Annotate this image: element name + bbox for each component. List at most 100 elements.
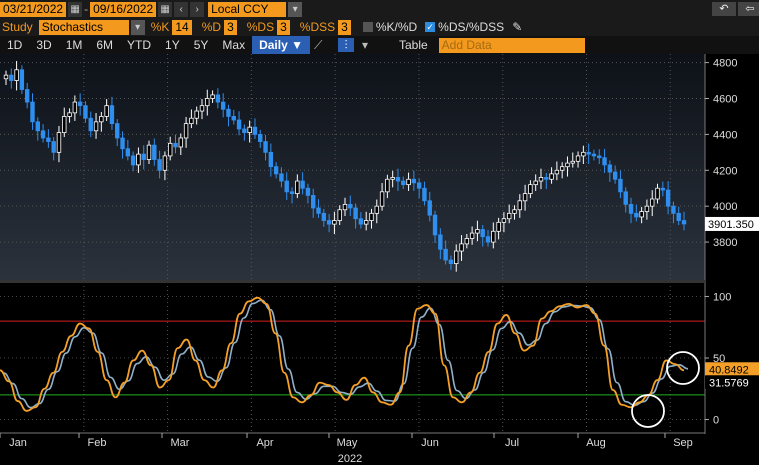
candle-body (268, 151, 274, 168)
candle-body (507, 212, 512, 220)
stoch-tick-label: 100 (713, 291, 731, 303)
candle-body (284, 180, 289, 193)
candle-body (660, 187, 666, 191)
candle-body (173, 142, 178, 148)
candle-body (104, 105, 109, 117)
frequency-select[interactable]: Daily ▼ (252, 36, 310, 54)
candle-body (353, 207, 358, 220)
candle-body (130, 155, 136, 166)
price-tick-label: 4000 (713, 201, 737, 213)
candle-body (77, 101, 83, 107)
candle-body (655, 187, 660, 200)
period-tab-1d[interactable]: 1D (7, 38, 23, 52)
candle-body (559, 166, 565, 171)
candle-body (35, 121, 40, 132)
table-button[interactable]: Table (398, 38, 428, 52)
candle-body (30, 101, 35, 123)
chart-type-dropdown-icon[interactable]: ▾ (361, 38, 369, 52)
start-calendar-icon[interactable]: ▦ (68, 1, 83, 17)
kd-toggle-label: %K/%D (375, 20, 418, 34)
ds-last-label: 40.8492 (709, 364, 749, 376)
candle-body (194, 110, 199, 119)
period-tab-ytd[interactable]: YTD (127, 38, 152, 52)
candle-body (258, 133, 263, 142)
month-label: Apr (256, 437, 273, 449)
line-chart-icon[interactable]: ⟋ (313, 38, 323, 52)
panel-divider[interactable] (0, 280, 705, 283)
candle-body (411, 178, 417, 184)
period-tab-1y[interactable]: 1Y (165, 38, 180, 52)
currency-dropdown-icon[interactable]: ▾ (288, 1, 303, 17)
candle-body (289, 191, 295, 195)
stoch-tick-label: 50 (713, 353, 725, 365)
currency-select[interactable]: Local CCY (208, 1, 287, 17)
price-tick-label: 4600 (713, 93, 737, 105)
dsdss-checkbox[interactable]: ✓ (425, 22, 436, 32)
candle-body (480, 229, 485, 238)
period-tab-5y[interactable]: 5Y (193, 38, 209, 52)
candle-body (178, 137, 183, 148)
kd-checkbox[interactable] (362, 22, 373, 32)
edit-pencil-icon[interactable]: ✎ (512, 20, 523, 34)
candle-body (665, 189, 671, 207)
candle-body (671, 205, 676, 214)
candle-body (390, 177, 395, 180)
month-label: Mar (171, 437, 190, 449)
candle-body (591, 153, 597, 157)
prev-arrow-icon[interactable]: ‹ (174, 1, 189, 17)
candle-body (9, 74, 14, 81)
period-tab-6m[interactable]: 6M (96, 38, 114, 52)
candle-body (236, 119, 242, 130)
end-date-field[interactable]: 09/16/2022 (90, 1, 157, 17)
candle-body (3, 74, 9, 80)
undo-icon[interactable]: ↶ (712, 2, 736, 16)
candle-body (374, 205, 379, 214)
study-dropdown-icon[interactable]: ▾ (130, 19, 145, 35)
next-arrow-icon[interactable]: › (190, 1, 205, 17)
price-candles (3, 60, 687, 272)
candle-chart-icon[interactable]: ⫶ (337, 38, 354, 52)
ds-input[interactable]: 3 (277, 19, 290, 35)
time-axis: Jan Feb Mar Apr May Jun Jul Aug Sep 2022 (0, 432, 705, 465)
study-select[interactable]: Stochastics (38, 19, 129, 35)
candle-body (305, 187, 311, 196)
candle-body (443, 248, 448, 261)
k-input[interactable]: 14 (172, 19, 192, 35)
month-label: Aug (586, 437, 606, 449)
candle-body (72, 101, 78, 114)
candle-body (205, 98, 210, 107)
dss-input[interactable]: 3 (338, 19, 351, 35)
candle-body (554, 169, 560, 175)
date-separator: - (84, 2, 89, 16)
candle-body (538, 177, 544, 182)
annotation-circle-high (666, 351, 700, 385)
price-tick-label: 4800 (713, 58, 737, 70)
start-date-field[interactable]: 03/21/2022 (0, 1, 67, 17)
candle-body (475, 229, 480, 234)
month-label: Sep (673, 437, 693, 449)
candle-body (607, 164, 613, 173)
d-label: %D (201, 20, 222, 34)
back-icon[interactable]: ⇦ (738, 2, 759, 16)
period-tab-3d[interactable]: 3D (36, 38, 52, 52)
candle-body (93, 121, 99, 132)
candle-body (485, 236, 491, 243)
candle-body (183, 123, 189, 139)
candle-body (337, 209, 342, 221)
price-stochastics-chart[interactable]: 3800 4000 4200 4400 4600 4800 3901.350 0 50 100 4… (0, 54, 759, 465)
add-data-input[interactable]: Add Data (438, 37, 585, 53)
candle-body (416, 182, 422, 189)
period-tab-max[interactable]: Max (222, 38, 246, 52)
candle-body (62, 116, 67, 133)
period-tab-1m[interactable]: 1M (65, 38, 83, 52)
d-input[interactable]: 3 (224, 19, 237, 35)
stoch-tick-label: 0 (713, 415, 719, 427)
candle-body (88, 117, 93, 132)
candle-body (24, 89, 30, 103)
candle-body (432, 214, 438, 236)
candle-body (385, 178, 390, 193)
last-price-box (705, 216, 759, 231)
candle-body (427, 200, 432, 216)
candle-body (570, 160, 575, 164)
end-calendar-icon[interactable]: ▦ (158, 1, 173, 17)
